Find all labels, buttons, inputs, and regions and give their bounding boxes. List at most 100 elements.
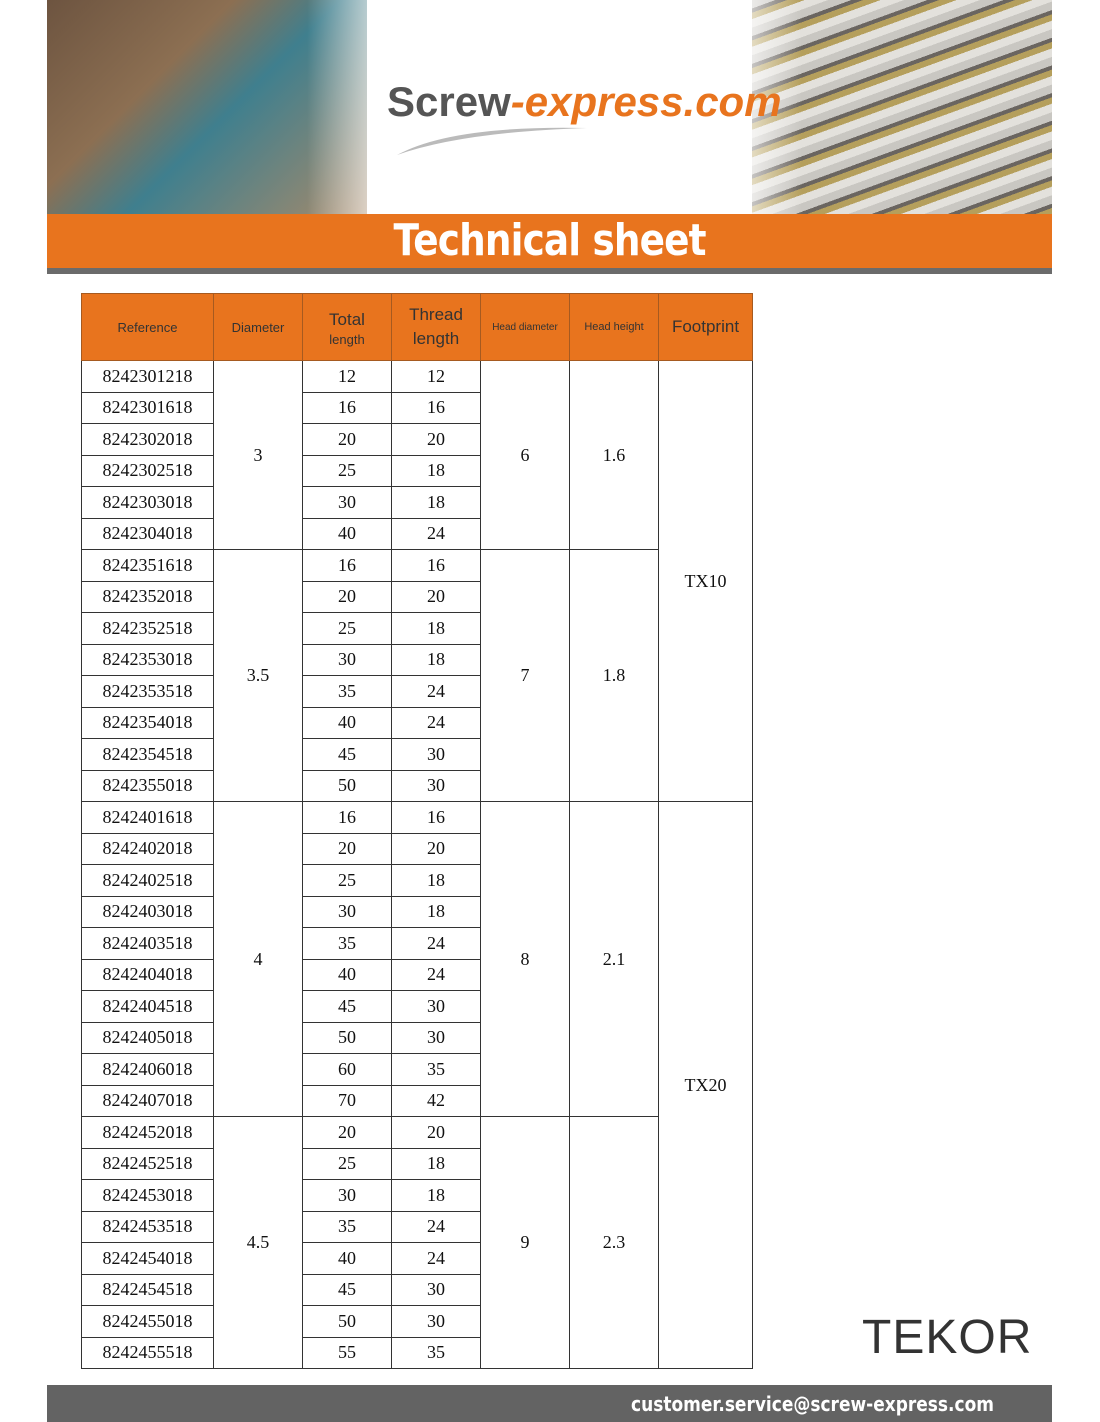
thread-length: 18	[391, 1147, 481, 1180]
column-header: Thread length	[391, 293, 481, 361]
column-header: Diameter	[213, 293, 303, 361]
thread-length: 30	[391, 769, 481, 802]
thread-length: 30	[391, 1305, 481, 1338]
column-header: Footprint	[658, 293, 753, 361]
thread-length: 24	[391, 517, 481, 550]
reference: 8242354518	[81, 738, 214, 771]
reference: 8242404518	[81, 990, 214, 1023]
column-header: Total length	[302, 293, 392, 361]
title: Technical sheet	[393, 215, 706, 266]
reference: 8242406018	[81, 1053, 214, 1086]
header-text: Diameter	[231, 319, 285, 335]
table-row: 8242352018 20 20	[81, 580, 753, 613]
thread-length: 24	[391, 1242, 481, 1275]
table-row: 8242455518 55 35	[81, 1336, 753, 1369]
header-text: length	[412, 329, 460, 348]
table-row: 8242405018 50 30	[81, 1021, 753, 1054]
thread-length: 30	[391, 1021, 481, 1054]
brand-logo: Screw-express.com	[387, 78, 782, 126]
total-length: 16	[302, 549, 392, 582]
reference: 8242352518	[81, 612, 214, 645]
table-row: 8242302018 20 20	[81, 423, 753, 456]
header-text: Head diameter	[492, 321, 558, 333]
diameter: 3.5	[213, 549, 303, 802]
reference: 8242405018	[81, 1021, 214, 1054]
thread-length: 24	[391, 706, 481, 739]
header-text: length	[329, 331, 365, 347]
reference: 8242403518	[81, 927, 214, 960]
diameter: 3	[213, 360, 303, 550]
reference: 8242353018	[81, 643, 214, 676]
total-length: 16	[302, 801, 392, 834]
thread-length: 18	[391, 612, 481, 645]
screws-photo	[752, 0, 1052, 214]
reference: 8242453018	[81, 1179, 214, 1212]
thread-length: 35	[391, 1053, 481, 1086]
total-length: 55	[302, 1336, 392, 1369]
reference: 8242452518	[81, 1147, 214, 1180]
reference: 8242402018	[81, 832, 214, 865]
email: customer.service@screw-express.com	[631, 1392, 994, 1416]
table-row: 8242403018 30 18	[81, 895, 753, 928]
table-row: 8242404018 40 24	[81, 958, 753, 991]
table-row: 8242301218 3 12 12 6 1.6 TX10	[81, 360, 753, 802]
total-length: 25	[302, 864, 392, 897]
reference: 8242302018	[81, 423, 214, 456]
table-row: 8242302518 25 18	[81, 454, 753, 487]
reference: 8242304018	[81, 517, 214, 550]
reference: 8242401618	[81, 801, 214, 834]
table-row: 8242454518 45 30	[81, 1273, 753, 1306]
table-row: 8242401618 4 16 16 8 2.1 TX20	[81, 801, 753, 1369]
total-length: 16	[302, 391, 392, 424]
table-row: 8242453018 30 18	[81, 1179, 753, 1212]
fade	[722, 0, 802, 214]
head-diameter: 7	[480, 549, 570, 802]
total-length: 40	[302, 1242, 392, 1275]
tekor-logo: TEKOR	[862, 1311, 1033, 1364]
head-height: 2.3	[569, 1116, 659, 1369]
title-bar: Technical sheet	[47, 214, 1052, 274]
total-length: 12	[302, 360, 392, 393]
thread-length: 18	[391, 895, 481, 928]
reference: 8242454518	[81, 1273, 214, 1306]
reference: 8242354018	[81, 706, 214, 739]
brand-accent: -express.com	[510, 78, 782, 125]
thread-length: 12	[391, 360, 481, 393]
thread-length: 18	[391, 643, 481, 676]
column-header: Reference	[81, 293, 214, 361]
thread-length: 20	[391, 423, 481, 456]
total-length: 45	[302, 1273, 392, 1306]
reference: 8242454018	[81, 1242, 214, 1275]
thread-length: 30	[391, 990, 481, 1023]
thread-length: 30	[391, 738, 481, 771]
thread-length: 18	[391, 454, 481, 487]
thread-length: 20	[391, 1116, 481, 1149]
footprint: TX20	[658, 801, 753, 1369]
reference: 8242353518	[81, 675, 214, 708]
header-text: Footprint	[671, 317, 740, 336]
table-row: 8242304018 40 24	[81, 517, 753, 550]
table-row: 8242353018 30 18	[81, 643, 753, 676]
total-length: 30	[302, 486, 392, 519]
table-row: 8242452018 4.5 20 20 9 2.3	[81, 1116, 753, 1369]
reference: 8242455018	[81, 1305, 214, 1338]
reference: 8242303018	[81, 486, 214, 519]
table-row: 8242453518 35 24	[81, 1210, 753, 1243]
column-header: Head height	[569, 293, 659, 361]
total-length: 20	[302, 832, 392, 865]
fade	[307, 0, 407, 214]
table-row: 8242402018 20 20	[81, 832, 753, 865]
total-length: 50	[302, 769, 392, 802]
diameter: 4	[213, 801, 303, 1117]
total-length: 30	[302, 895, 392, 928]
thread-length: 18	[391, 864, 481, 897]
head-diameter: 9	[480, 1116, 570, 1369]
reference: 8242352018	[81, 580, 214, 613]
table-row: 8242303018 30 18	[81, 486, 753, 519]
footprint: TX10	[658, 360, 753, 802]
swoosh	[397, 127, 587, 155]
total-length: 40	[302, 706, 392, 739]
head-height: 2.1	[569, 801, 659, 1117]
head-height: 1.8	[569, 549, 659, 802]
